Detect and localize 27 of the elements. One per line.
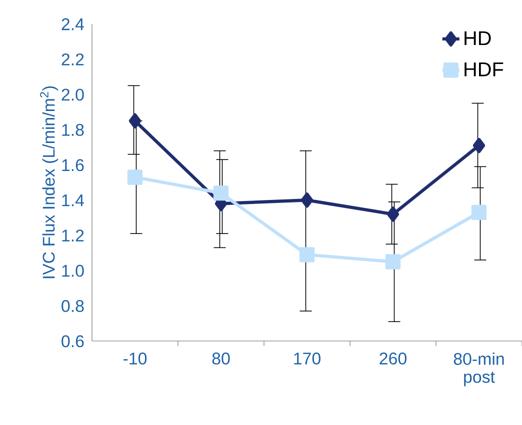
point <box>386 206 400 222</box>
y-tick-label: 2.0 <box>62 88 84 101</box>
y-tick-label: 1.8 <box>62 124 84 136</box>
legend-label: HDF <box>464 62 504 76</box>
y-axis-title: IVC Flux Index (L/min/m$^{2}$) <box>40 86 58 278</box>
x-tick-label: -10 <box>124 352 147 365</box>
x-tick-label: 170 <box>294 352 320 365</box>
point <box>128 113 142 128</box>
point <box>299 247 315 262</box>
y-tick-label: 1.6 <box>62 159 84 172</box>
point <box>300 192 314 208</box>
x-tick-label: 80 <box>212 352 230 365</box>
legend-label: HD <box>464 31 491 46</box>
point <box>213 185 229 201</box>
y-tick-label: 0.6 <box>62 335 84 348</box>
y-tick-label: 1.2 <box>62 230 84 242</box>
point <box>472 138 486 154</box>
y-tick-label: 2.2 <box>62 53 84 66</box>
y-tick-label: 1.4 <box>62 194 84 206</box>
y-tick-label: 2.4 <box>62 18 84 30</box>
y-tick-label: 0.8 <box>62 300 84 312</box>
point <box>385 254 401 270</box>
y-tick-label: 1.0 <box>62 264 84 277</box>
x-tick-label: 80-min post <box>454 352 504 386</box>
x-tick-label: 260 <box>380 352 406 365</box>
point <box>127 170 143 185</box>
point <box>471 204 487 220</box>
